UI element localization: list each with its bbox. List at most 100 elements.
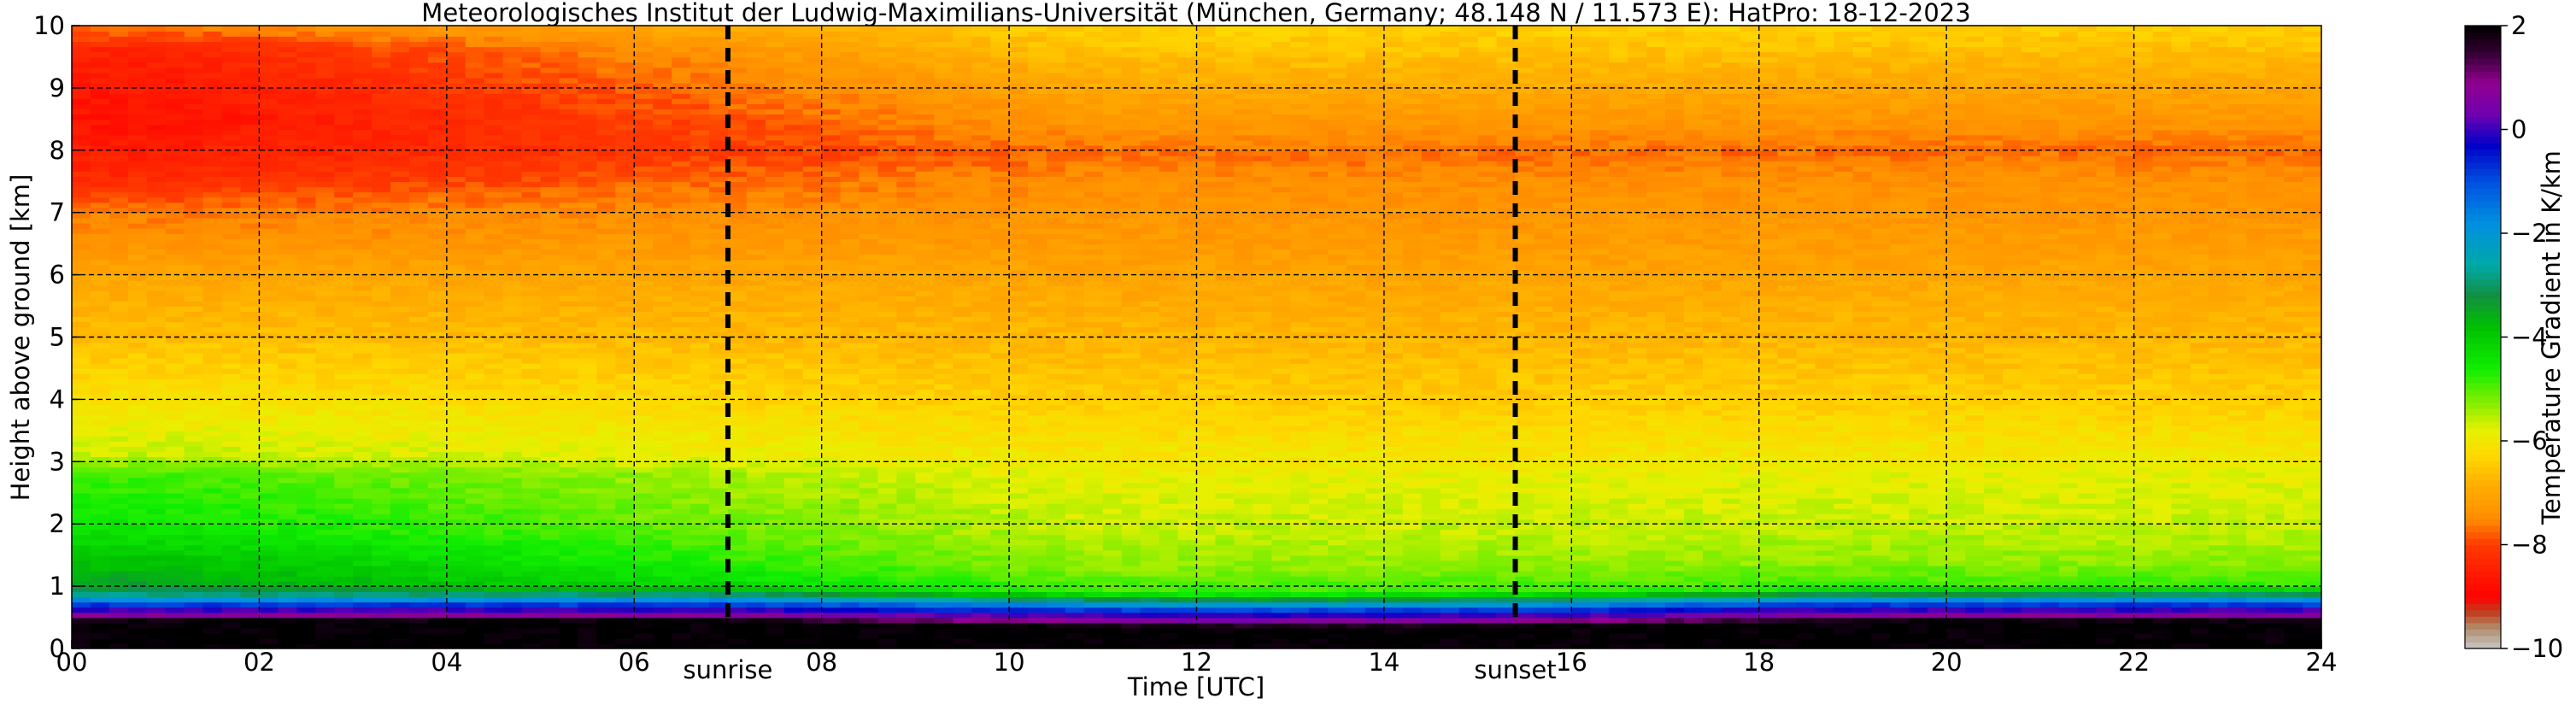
heatmap-cell bbox=[240, 295, 261, 302]
heatmap-cell bbox=[240, 67, 261, 73]
heatmap-cell bbox=[202, 254, 223, 261]
heatmap-cell bbox=[146, 46, 167, 53]
heatmap-cell bbox=[578, 26, 598, 32]
heatmap-cell bbox=[821, 507, 842, 514]
heatmap-cell bbox=[146, 98, 167, 104]
heatmap-cell bbox=[578, 362, 598, 369]
heatmap-cell bbox=[540, 51, 560, 58]
heatmap-cell bbox=[502, 513, 523, 519]
heatmap-cell bbox=[353, 394, 373, 401]
heatmap-cell bbox=[634, 425, 654, 431]
heatmap-cell bbox=[578, 114, 598, 120]
heatmap-cell bbox=[353, 77, 373, 84]
heatmap-cell bbox=[746, 389, 766, 396]
heatmap-cell bbox=[446, 311, 466, 318]
heatmap-cell bbox=[427, 87, 448, 94]
heatmap-cell bbox=[90, 249, 110, 255]
heatmap-cell bbox=[109, 570, 129, 577]
heatmap-cell bbox=[221, 72, 242, 79]
heatmap-cell bbox=[427, 92, 448, 99]
heatmap-cell bbox=[315, 466, 335, 473]
heatmap-cell bbox=[672, 430, 691, 437]
heatmap-cell bbox=[165, 342, 185, 349]
heatmap-cell bbox=[278, 461, 298, 468]
heatmap-cell bbox=[146, 617, 167, 624]
heatmap-cell bbox=[315, 321, 335, 328]
heatmap-cell bbox=[353, 51, 373, 58]
heatmap-cell bbox=[802, 316, 823, 323]
heatmap-cell bbox=[184, 72, 204, 79]
heatmap-cell bbox=[821, 150, 842, 156]
heatmap-cell bbox=[372, 139, 391, 146]
heatmap-cell bbox=[202, 513, 223, 519]
heatmap-cell bbox=[165, 217, 185, 224]
heatmap-cell bbox=[278, 357, 298, 364]
heatmap-cell bbox=[202, 119, 223, 126]
heatmap-cell bbox=[802, 134, 823, 141]
heatmap-cell bbox=[408, 507, 429, 514]
heatmap-cell bbox=[146, 269, 167, 276]
heatmap-cell bbox=[615, 67, 636, 73]
heatmap-cell bbox=[427, 186, 448, 193]
heatmap-cell bbox=[465, 72, 485, 79]
heatmap-cell bbox=[165, 446, 185, 452]
heatmap-cell bbox=[615, 492, 636, 499]
heatmap-cell bbox=[240, 119, 261, 126]
heatmap-cell bbox=[334, 62, 354, 68]
heatmap-cell bbox=[615, 72, 636, 79]
heatmap-cell bbox=[615, 497, 636, 504]
heatmap-cell bbox=[521, 409, 542, 416]
heatmap-cell bbox=[72, 596, 91, 603]
heatmap-cell bbox=[484, 207, 504, 214]
heatmap-cell bbox=[221, 419, 242, 426]
heatmap-cell bbox=[783, 456, 804, 463]
heatmap-cell bbox=[578, 264, 598, 271]
heatmap-cell bbox=[783, 233, 804, 239]
heatmap-cell bbox=[353, 342, 373, 349]
heatmap-cell bbox=[690, 207, 710, 214]
heatmap-cell bbox=[315, 144, 335, 151]
heatmap-cell bbox=[109, 513, 129, 519]
heatmap-cell bbox=[184, 274, 204, 281]
heatmap-cell bbox=[465, 197, 485, 203]
heatmap-cell bbox=[296, 31, 317, 37]
heatmap-cell bbox=[109, 98, 129, 104]
heatmap-cell bbox=[127, 134, 148, 141]
heatmap-cell bbox=[202, 575, 223, 582]
heatmap-cell bbox=[521, 534, 542, 541]
heatmap-cell bbox=[634, 534, 654, 541]
heatmap-cell bbox=[240, 477, 261, 484]
heatmap-cell bbox=[690, 202, 710, 208]
heatmap-cell bbox=[278, 160, 298, 167]
heatmap-cell bbox=[90, 456, 110, 463]
heatmap-cell bbox=[746, 554, 766, 561]
heatmap-cell bbox=[127, 150, 148, 156]
heatmap-cell bbox=[484, 497, 504, 504]
heatmap-cell bbox=[484, 124, 504, 131]
heatmap-cell bbox=[521, 362, 542, 369]
heatmap-cell bbox=[653, 549, 672, 556]
heatmap-cell bbox=[334, 524, 354, 531]
heatmap-cell bbox=[315, 217, 335, 224]
heatmap-cell bbox=[653, 233, 672, 239]
heatmap-cell bbox=[634, 139, 654, 146]
heatmap-cell bbox=[427, 419, 448, 426]
heatmap-cell bbox=[802, 300, 823, 307]
heatmap-cell bbox=[90, 92, 110, 99]
heatmap-cell bbox=[596, 612, 617, 619]
heatmap-cell bbox=[540, 554, 560, 561]
heatmap-cell bbox=[727, 399, 748, 406]
heatmap-cell bbox=[596, 212, 617, 219]
heatmap-cell bbox=[653, 389, 672, 396]
heatmap-cell bbox=[408, 316, 429, 323]
heatmap-cell bbox=[727, 191, 748, 198]
heatmap-cell bbox=[746, 414, 766, 421]
heatmap-cell bbox=[390, 487, 410, 494]
heatmap-cell bbox=[221, 290, 242, 296]
heatmap-cell bbox=[521, 139, 542, 146]
heatmap-cell bbox=[615, 409, 636, 416]
heatmap-cell bbox=[221, 67, 242, 73]
heatmap-cell bbox=[72, 612, 91, 619]
heatmap-cell bbox=[578, 409, 598, 416]
heatmap-cell bbox=[765, 456, 785, 463]
